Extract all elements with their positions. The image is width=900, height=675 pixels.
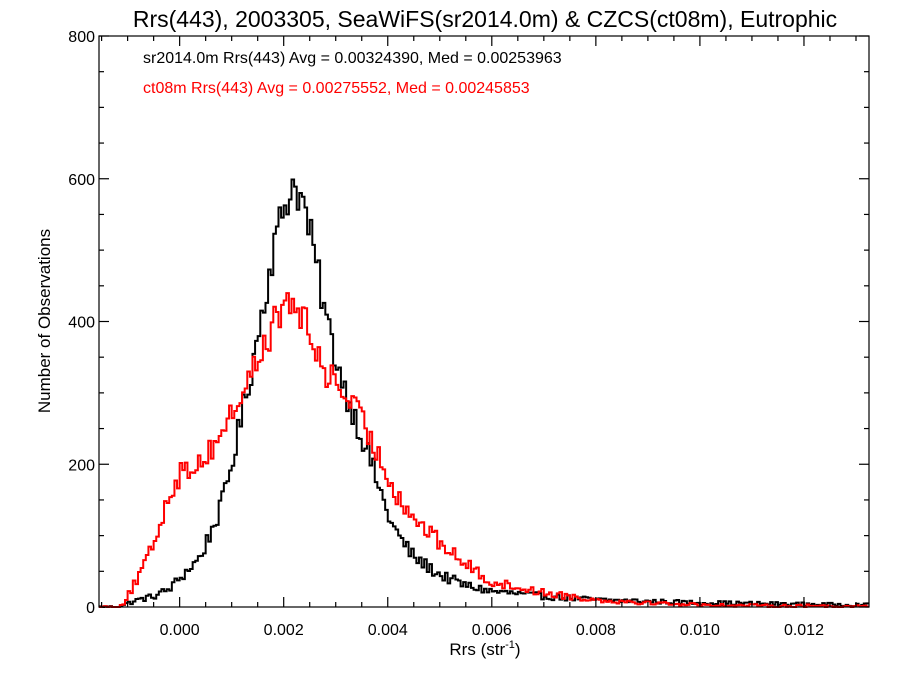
x-axis-label-main: Rrs (str xyxy=(449,640,505,659)
axes-layer: 0.000 0.002 0.004 0.006 0.008 0.010 0.012 0 200 4… xyxy=(68,29,869,639)
x-tick-label: 0.008 xyxy=(576,622,616,639)
series-line-ct08m xyxy=(99,292,869,608)
x-axis-label-close: ) xyxy=(515,640,521,659)
y-tick-label: 800 xyxy=(68,29,95,46)
x-tick-label: 0.002 xyxy=(264,622,304,639)
y-tick-label: 400 xyxy=(68,315,95,332)
stats-label-sr2014: sr2014.0m Rrs(443) Avg = 0.00324390, Med… xyxy=(143,50,562,67)
y-axis-label: Number of Observations xyxy=(35,229,54,413)
x-tick-label: 0.004 xyxy=(368,622,408,639)
series-line-sr2014-0m xyxy=(99,178,869,608)
x-axis-label: Rrs (str-1) xyxy=(449,639,520,659)
y-tick-label: 200 xyxy=(68,457,95,474)
stats-label-ct08m: ct08m Rrs(443) Avg = 0.00275552, Med = 0… xyxy=(143,80,530,97)
x-tick-label: 0.000 xyxy=(160,622,200,639)
series-layer xyxy=(99,178,869,608)
plot-frame xyxy=(98,35,870,608)
x-tick-label: 0.010 xyxy=(680,622,720,639)
y-tick-label: 0 xyxy=(86,600,95,617)
y-tick-label: 600 xyxy=(68,172,95,189)
x-tick-label: 0.006 xyxy=(472,622,512,639)
chart-title: Rrs(443), 2003305, SeaWiFS(sr2014.0m) & … xyxy=(133,6,837,32)
x-axis-label-sup: -1 xyxy=(505,639,515,651)
x-tick-label: 0.012 xyxy=(784,622,824,639)
